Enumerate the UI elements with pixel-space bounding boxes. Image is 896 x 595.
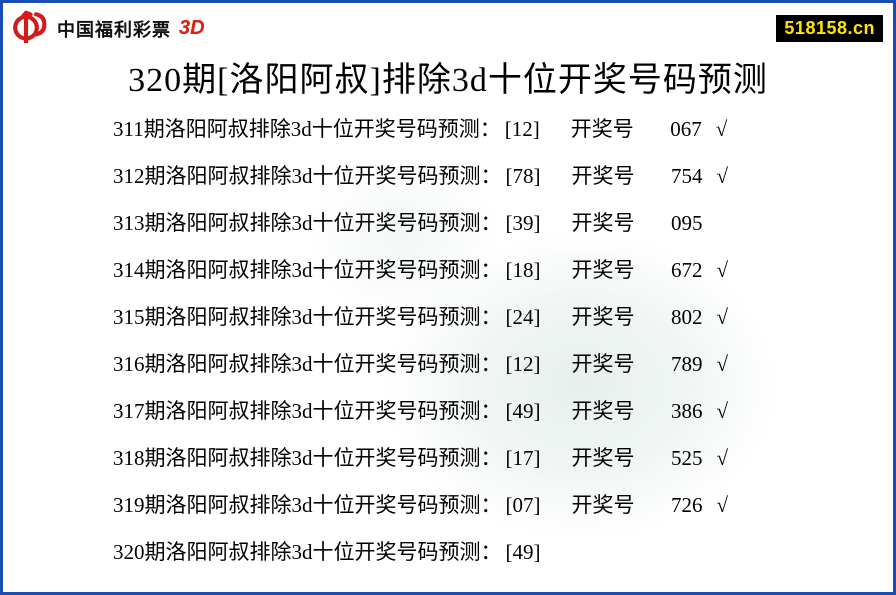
row-result-label: 开奖号 [572, 448, 635, 469]
prediction-list: 311期洛阳阿叔排除3d十位开奖号码预测： [12] 开奖号 067 √ 312… [3, 119, 893, 563]
row-prediction: [18] [506, 260, 560, 281]
row-prediction: [17] [506, 448, 560, 469]
list-item: 318期洛阳阿叔排除3d十位开奖号码预测： [17] 开奖号 525 √ [113, 448, 893, 469]
site-badge: 518158.cn [776, 15, 883, 42]
check-icon: √ [717, 260, 729, 281]
row-result-number: 525 [657, 448, 703, 469]
row-result-number: 726 [657, 495, 703, 516]
row-result-number: 789 [657, 354, 703, 375]
row-label: 316期洛阳阿叔排除3d十位开奖号码预测： [113, 354, 502, 375]
header: 中国福利彩票 3D 518158.cn [3, 3, 893, 48]
row-result-label: 开奖号 [572, 495, 635, 516]
row-result-number: 067 [656, 119, 702, 140]
brand-3d-icon: 3D [179, 17, 205, 40]
row-result-label: 开奖号 [572, 354, 635, 375]
check-icon: √ [717, 448, 729, 469]
row-prediction: [49] [506, 401, 560, 422]
row-result-number: 386 [657, 401, 703, 422]
list-item: 311期洛阳阿叔排除3d十位开奖号码预测： [12] 开奖号 067 √ [113, 119, 893, 140]
row-result-label: 开奖号 [572, 213, 635, 234]
brand-text: 中国福利彩票 [57, 16, 171, 42]
row-label: 314期洛阳阿叔排除3d十位开奖号码预测： [113, 260, 502, 281]
row-result-label: 开奖号 [572, 260, 635, 281]
row-prediction: [12] [506, 354, 560, 375]
lottery-logo-icon [11, 9, 51, 48]
brand: 中国福利彩票 3D [11, 9, 205, 48]
row-result-number: 802 [657, 307, 703, 328]
list-item: 312期洛阳阿叔排除3d十位开奖号码预测： [78] 开奖号 754 √ [113, 166, 893, 187]
row-prediction: [12] [505, 119, 559, 140]
row-label: 312期洛阳阿叔排除3d十位开奖号码预测： [113, 166, 502, 187]
check-icon: √ [717, 401, 729, 422]
row-label: 319期洛阳阿叔排除3d十位开奖号码预测： [113, 495, 502, 516]
row-label: 318期洛阳阿叔排除3d十位开奖号码预测： [113, 448, 502, 469]
row-result-number: 095 [657, 213, 703, 234]
row-result-label: 开奖号 [571, 119, 634, 140]
list-item: 315期洛阳阿叔排除3d十位开奖号码预测： [24] 开奖号 802 √ [113, 307, 893, 328]
page-title: 320期[洛阳阿叔]排除3d十位开奖号码预测 [3, 52, 893, 101]
row-label: 317期洛阳阿叔排除3d十位开奖号码预测： [113, 401, 502, 422]
row-label: 311期洛阳阿叔排除3d十位开奖号码预测： [113, 119, 501, 140]
row-result-label: 开奖号 [572, 401, 635, 422]
check-icon: √ [717, 495, 729, 516]
list-item: 316期洛阳阿叔排除3d十位开奖号码预测： [12] 开奖号 789 √ [113, 354, 893, 375]
row-result-number: 754 [657, 166, 703, 187]
row-result-label: 开奖号 [572, 166, 635, 187]
row-label: 315期洛阳阿叔排除3d十位开奖号码预测： [113, 307, 502, 328]
row-result-label: 开奖号 [572, 307, 635, 328]
list-item: 314期洛阳阿叔排除3d十位开奖号码预测： [18] 开奖号 672 √ [113, 260, 893, 281]
list-item: 317期洛阳阿叔排除3d十位开奖号码预测： [49] 开奖号 386 √ [113, 401, 893, 422]
list-item: 320期洛阳阿叔排除3d十位开奖号码预测： [49] [113, 542, 893, 563]
check-icon: √ [716, 119, 728, 140]
row-result-number: 672 [657, 260, 703, 281]
row-label: 320期洛阳阿叔排除3d十位开奖号码预测： [113, 542, 502, 563]
list-item: 319期洛阳阿叔排除3d十位开奖号码预测： [07] 开奖号 726 √ [113, 495, 893, 516]
row-label: 313期洛阳阿叔排除3d十位开奖号码预测： [113, 213, 502, 234]
document-frame: 中国福利彩票 3D 518158.cn 320期[洛阳阿叔]排除3d十位开奖号码… [0, 0, 896, 595]
check-icon: √ [717, 166, 729, 187]
row-prediction: [49] [506, 542, 560, 563]
row-prediction: [78] [506, 166, 560, 187]
check-icon: √ [717, 307, 729, 328]
row-prediction: [07] [506, 495, 560, 516]
list-item: 313期洛阳阿叔排除3d十位开奖号码预测： [39] 开奖号 095 [113, 213, 893, 234]
row-prediction: [39] [506, 213, 560, 234]
row-prediction: [24] [506, 307, 560, 328]
check-icon: √ [717, 354, 729, 375]
